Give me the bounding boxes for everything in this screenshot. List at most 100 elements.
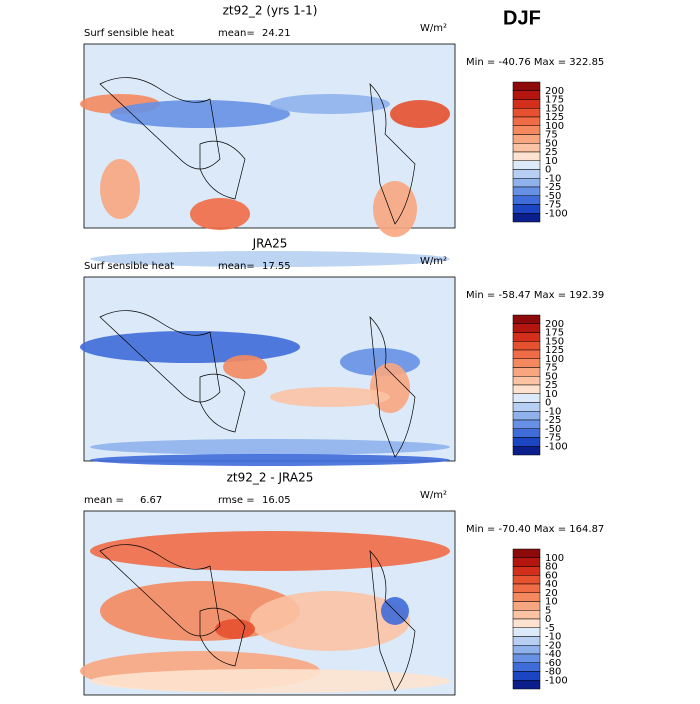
colorbar-box: [512, 592, 541, 602]
panel-title: zt92_2 - JRA25: [227, 471, 314, 485]
map-field-region: [90, 669, 450, 693]
colorbar-label: -50: [545, 424, 561, 435]
colorbar-box: [512, 601, 541, 611]
colorbar-label: 175: [545, 328, 564, 339]
colorbar-box: [512, 99, 541, 109]
colorbar-label: 60: [545, 570, 558, 581]
colorbar-label: -10: [545, 632, 561, 643]
panel-title: zt92_2 (yrs 1-1): [223, 4, 318, 18]
colorbar-label: 10: [545, 156, 558, 167]
colorbar-box: [512, 195, 541, 205]
colorbar-label: 40: [545, 579, 558, 590]
colorbar-label: -10: [545, 406, 561, 417]
colorbar-label: 75: [545, 363, 558, 374]
colorbar-label: 150: [545, 103, 564, 114]
colorbar-label: 0: [545, 614, 551, 625]
map-field-region: [90, 454, 450, 466]
colorbar-label: -100: [545, 441, 568, 452]
colorbar-label: 25: [545, 147, 558, 158]
map-field-region: [270, 387, 390, 407]
colorbar-box: [512, 419, 541, 429]
stat-label: rmse =: [218, 495, 255, 506]
coastline: [99, 544, 416, 692]
map-field-region: [250, 591, 410, 651]
colorbar-label: -60: [545, 658, 561, 669]
colorbar-label: 80: [545, 562, 558, 573]
colorbar-label: -25: [545, 182, 561, 193]
colorbar-box: [512, 428, 541, 438]
colorbar-box: [512, 393, 541, 403]
colorbar-label: 100: [545, 553, 564, 564]
min-max: Min = -40.76 Max = 322.85: [466, 57, 604, 68]
units: W/m²: [420, 256, 447, 267]
colorbar-label: 175: [545, 95, 564, 106]
map-field-region: [90, 439, 450, 455]
field-label: mean =: [84, 495, 124, 506]
colorbar-label: -25: [545, 415, 561, 426]
colorbar-box: [512, 662, 541, 672]
map-field-region: [90, 531, 450, 571]
colorbar-label: 5: [545, 605, 551, 616]
map-field-region: [100, 159, 140, 219]
colorbar-box: [512, 653, 541, 663]
colorbar-box: [512, 680, 541, 690]
colorbar-box: [512, 358, 541, 368]
colorbar-box: [512, 411, 541, 421]
colorbar-label: 50: [545, 138, 558, 149]
colorbar-box: [512, 557, 541, 567]
colorbar-box: [512, 204, 541, 214]
colorbar-box: [512, 446, 541, 456]
colorbar-label: 0: [545, 398, 551, 409]
colorbar-box: [512, 367, 541, 377]
colorbar-box: [512, 90, 541, 100]
colorbar-box: [512, 332, 541, 342]
colorbar-box: [512, 143, 541, 153]
colorbar-label: 0: [545, 165, 551, 176]
colorbar-box: [512, 314, 541, 324]
colorbar-label: -50: [545, 191, 561, 202]
colorbar-label: -75: [545, 200, 561, 211]
colorbar-label: -5: [545, 623, 555, 634]
colorbar-box: [512, 376, 541, 386]
colorbar-box: [512, 213, 541, 223]
units: W/m²: [420, 490, 447, 501]
colorbar-box: [512, 575, 541, 585]
colorbar-box: [512, 169, 541, 179]
colorbar-label: 100: [545, 354, 564, 365]
panel-title: JRA25: [252, 237, 288, 251]
colorbar-box: [512, 627, 541, 637]
colorbar-box: [512, 323, 541, 333]
colorbar-label: 10: [545, 597, 558, 608]
colorbar-label: -100: [545, 675, 568, 686]
stat-value: 17.55: [262, 261, 291, 272]
colorbar-box: [512, 160, 541, 170]
colorbar-label: 50: [545, 371, 558, 382]
map-field-region: [215, 619, 255, 639]
colorbar-label: 100: [545, 121, 564, 132]
colorbar-label: 125: [545, 112, 564, 123]
mean-value: 6.67: [140, 495, 162, 506]
map-field-region: [390, 100, 450, 128]
stat-label: mean=: [218, 28, 255, 39]
colorbar-box: [512, 671, 541, 681]
field-label: Surf sensible heat: [84, 28, 174, 39]
map-field-region: [190, 198, 250, 230]
colorbar-box: [512, 610, 541, 620]
colorbar-box: [512, 341, 541, 351]
colorbar-box: [512, 81, 541, 91]
colorbar-box: [512, 618, 541, 628]
colorbar-label: -75: [545, 433, 561, 444]
colorbar-label: -80: [545, 667, 561, 678]
colorbar-box: [512, 151, 541, 161]
colorbar-label: 125: [545, 345, 564, 356]
colorbar-box: [512, 108, 541, 118]
season-title: DJF: [503, 7, 541, 29]
colorbar-box: [512, 548, 541, 558]
colorbar-box: [512, 186, 541, 196]
field-label: Surf sensible heat: [84, 261, 174, 272]
stat-value: 16.05: [262, 495, 291, 506]
colorbar-box: [512, 636, 541, 646]
map-field-region: [90, 251, 450, 267]
colorbar-label: -100: [545, 208, 568, 219]
